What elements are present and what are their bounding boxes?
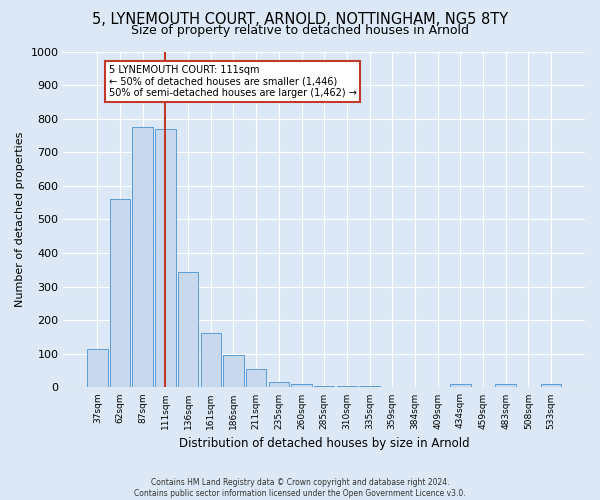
Bar	[200, 332, 221, 388]
Bar	[337, 386, 357, 388]
Text: Contains HM Land Registry data © Crown copyright and database right 2024.
Contai: Contains HM Land Registry data © Crown c…	[134, 478, 466, 498]
Bar	[496, 384, 516, 388]
Text: Size of property relative to detached houses in Arnold: Size of property relative to detached ho…	[131, 24, 469, 37]
Bar	[292, 384, 312, 388]
Bar	[246, 369, 266, 388]
Bar	[541, 384, 561, 388]
Text: 5, LYNEMOUTH COURT, ARNOLD, NOTTINGHAM, NG5 8TY: 5, LYNEMOUTH COURT, ARNOLD, NOTTINGHAM, …	[92, 12, 508, 28]
X-axis label: Distribution of detached houses by size in Arnold: Distribution of detached houses by size …	[179, 437, 470, 450]
Bar	[314, 386, 334, 388]
Bar	[178, 272, 198, 388]
Bar	[450, 384, 470, 388]
Bar	[155, 129, 176, 388]
Y-axis label: Number of detached properties: Number of detached properties	[15, 132, 25, 307]
Bar	[223, 354, 244, 388]
Bar	[359, 386, 380, 388]
Bar	[269, 382, 289, 388]
Bar	[110, 200, 130, 388]
Bar	[133, 127, 153, 388]
Text: 5 LYNEMOUTH COURT: 111sqm
← 50% of detached houses are smaller (1,446)
50% of se: 5 LYNEMOUTH COURT: 111sqm ← 50% of detac…	[109, 65, 356, 98]
Bar	[87, 350, 107, 388]
